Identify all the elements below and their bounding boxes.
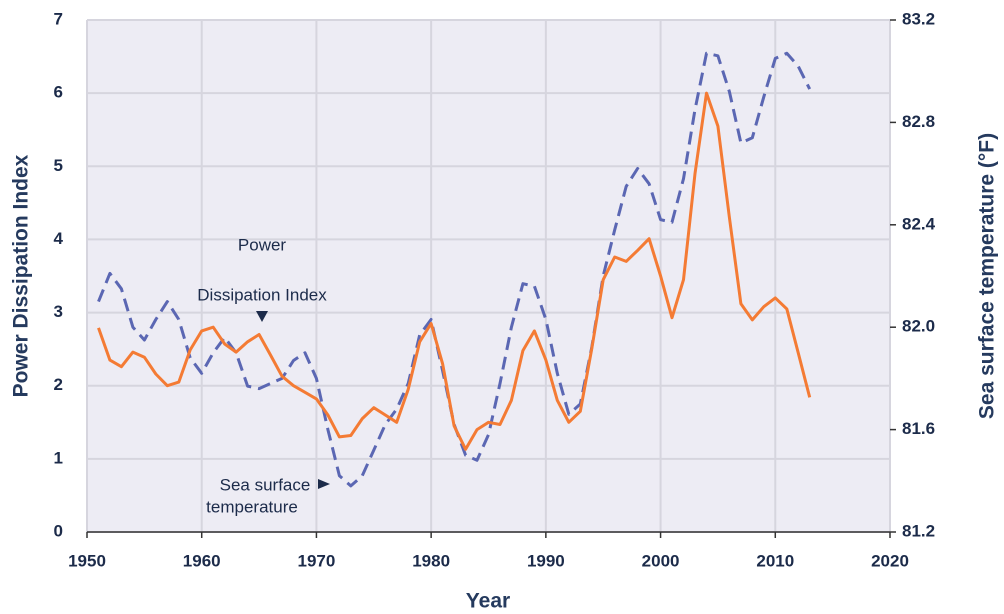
annotation: Dissipation Index [197, 285, 327, 304]
y-tick-label: 7 [54, 9, 63, 28]
x-tick-label: 2010 [756, 551, 794, 570]
y-tick-label: 5 [54, 156, 63, 175]
annotation: Sea surface [220, 475, 311, 494]
y2-tick-label: 81.6 [902, 419, 935, 438]
x-tick-label: 1970 [298, 551, 336, 570]
y-axis-title: Power Dissipation Index [10, 154, 33, 397]
y-tick-label: 4 [54, 229, 64, 248]
x-axis-title: Year [466, 590, 510, 613]
y2-tick-label: 81.2 [902, 521, 935, 540]
annotation-arrow [256, 311, 268, 322]
y2-tick-label: 82.8 [902, 112, 935, 131]
y2-tick-label: 83.2 [902, 9, 935, 28]
x-tick-label: 1960 [183, 551, 221, 570]
y2-axis-title: Sea surface temperature (°F) [976, 133, 999, 419]
x-tick-label: 2000 [642, 551, 680, 570]
y2-tick-label: 82.4 [902, 214, 936, 233]
y-tick-label: 6 [54, 83, 63, 102]
y-tick-label: 0 [54, 521, 63, 540]
x-tick-label: 1980 [412, 551, 450, 570]
x-tick-label: 2020 [871, 551, 909, 570]
annotation: Power [238, 235, 287, 254]
lines [97, 51, 812, 488]
plot-background [87, 20, 890, 532]
y-tick-label: 1 [54, 448, 63, 467]
series-line [97, 91, 812, 451]
annotation: temperature [206, 497, 298, 516]
y2-tick-label: 82.0 [902, 317, 935, 336]
y-tick-label: 2 [54, 375, 63, 394]
series-line [97, 51, 812, 488]
y-tick-label: 3 [54, 302, 63, 321]
x-tick-label: 1990 [527, 551, 565, 570]
annotation-arrow [318, 479, 330, 489]
x-tick-label: 1950 [68, 551, 106, 570]
